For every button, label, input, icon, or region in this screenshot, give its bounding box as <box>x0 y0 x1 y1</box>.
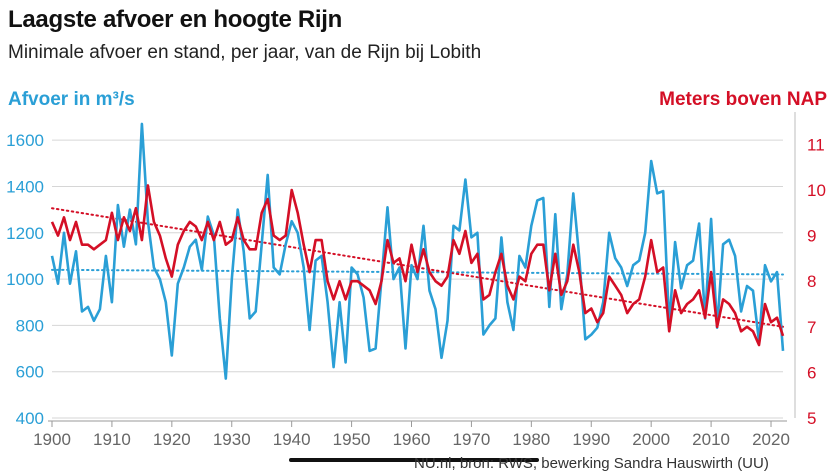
left-tick-label: 600 <box>16 363 44 382</box>
x-tick-label: 1940 <box>273 430 311 449</box>
right-tick-label: 11 <box>807 135 825 154</box>
right-axis-label: Meters boven NAP <box>659 89 827 110</box>
x-tick-label: 2010 <box>692 430 730 449</box>
x-tick-label: 1910 <box>93 430 131 449</box>
x-tick-label: 1930 <box>213 430 251 449</box>
left-tick-label: 1600 <box>6 131 44 150</box>
chart-title: Laagste afvoer en hoogte Rijn <box>8 6 343 33</box>
right-tick-label: 6 <box>807 363 816 382</box>
series-lines <box>50 122 785 380</box>
left-tick-label: 400 <box>16 409 44 428</box>
right-tick-label: 8 <box>807 272 816 291</box>
x-axis: 1900 1910 1920 1930 1940 1950 1960 1970 1980 1990… <box>33 420 790 449</box>
right-tick-label: 10 <box>807 181 826 200</box>
stand-series-line <box>50 184 785 347</box>
x-tick-label: 1950 <box>333 430 371 449</box>
x-tick-label: 1960 <box>393 430 431 449</box>
x-tick-label: 1920 <box>153 430 191 449</box>
x-tick-label: 2000 <box>632 430 670 449</box>
source-credit: NU.nl, bron: RWS, bewerking Sandra Hausw… <box>414 455 769 472</box>
left-tick-label: 1000 <box>6 270 44 289</box>
right-y-axis: 5 6 7 8 9 10 11 <box>794 112 826 428</box>
right-tick-label: 5 <box>807 409 816 428</box>
x-tick-label: 2020 <box>752 430 790 449</box>
afvoer-series-line <box>50 122 785 380</box>
left-axis-label: Afvoer in m³/s <box>8 89 135 110</box>
left-tick-label: 1400 <box>6 177 44 196</box>
right-tick-label: 7 <box>807 318 816 337</box>
left-tick-label: 1200 <box>6 224 44 243</box>
left-tick-label: 800 <box>16 316 44 335</box>
left-y-axis: 400 600 800 1000 1200 1400 1600 <box>6 131 44 428</box>
scrollbar[interactable] <box>289 458 539 462</box>
right-tick-label: 9 <box>807 227 816 246</box>
x-tick-label: 1990 <box>572 430 610 449</box>
x-tick-label: 1970 <box>453 430 491 449</box>
x-tick-label: 1900 <box>33 430 71 449</box>
chart-subtitle: Minimale afvoer en stand, per jaar, van … <box>8 42 482 63</box>
x-tick-label: 1980 <box>512 430 550 449</box>
